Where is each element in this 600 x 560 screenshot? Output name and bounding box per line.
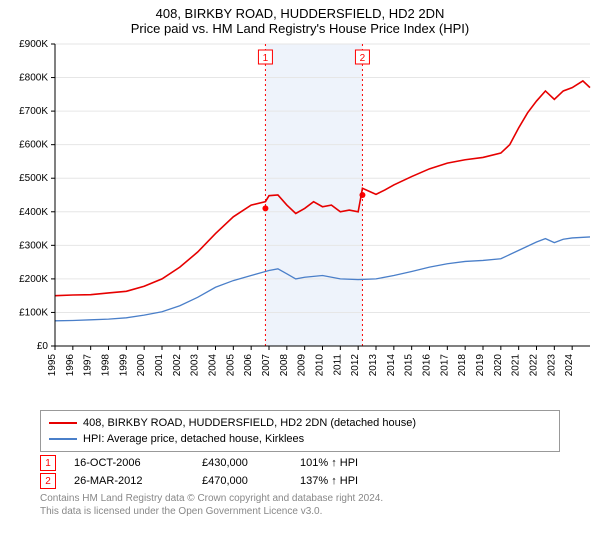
legend-label: 408, BIRKBY ROAD, HUDDERSFIELD, HD2 2DN … <box>83 417 416 429</box>
svg-text:2001: 2001 <box>154 354 165 377</box>
svg-text:2019: 2019 <box>475 354 486 377</box>
svg-text:1999: 1999 <box>118 354 129 377</box>
svg-text:£800K: £800K <box>19 73 48 84</box>
svg-text:2024: 2024 <box>564 354 575 377</box>
property-price-chart: 408, BIRKBY ROAD, HUDDERSFIELD, HD2 2DN … <box>0 0 600 560</box>
svg-text:£900K: £900K <box>19 39 48 50</box>
svg-text:1995: 1995 <box>47 354 58 377</box>
sale-hpi: 101% ↑ HPI <box>300 457 400 469</box>
svg-text:£400K: £400K <box>19 207 48 218</box>
legend: 408, BIRKBY ROAD, HUDDERSFIELD, HD2 2DN … <box>40 410 560 452</box>
sale-date: 26-MAR-2012 <box>74 475 184 487</box>
svg-text:1: 1 <box>263 53 269 64</box>
svg-text:2005: 2005 <box>225 354 236 377</box>
legend-label: HPI: Average price, detached house, Kirk… <box>83 433 304 445</box>
svg-text:2017: 2017 <box>439 354 450 377</box>
svg-text:2021: 2021 <box>511 354 522 377</box>
svg-text:2: 2 <box>360 53 366 64</box>
svg-text:2011: 2011 <box>332 354 343 376</box>
legend-swatch <box>49 422 77 424</box>
svg-text:£600K: £600K <box>19 140 48 151</box>
svg-text:£0: £0 <box>37 341 49 352</box>
legend-item: HPI: Average price, detached house, Kirk… <box>49 431 551 447</box>
svg-text:2014: 2014 <box>386 354 397 377</box>
sales-table: 1 16-OCT-2006 £430,000 101% ↑ HPI 2 26-MAR-20… <box>40 454 560 490</box>
svg-text:1998: 1998 <box>101 354 112 377</box>
svg-text:2003: 2003 <box>190 354 201 377</box>
svg-text:2012: 2012 <box>350 354 361 377</box>
svg-text:2009: 2009 <box>297 354 308 377</box>
legend-swatch <box>49 438 77 440</box>
svg-text:£300K: £300K <box>19 240 48 251</box>
legend-item: 408, BIRKBY ROAD, HUDDERSFIELD, HD2 2DN … <box>49 415 551 431</box>
svg-text:£700K: £700K <box>19 106 48 117</box>
svg-text:2004: 2004 <box>208 354 219 377</box>
svg-text:2008: 2008 <box>279 354 290 377</box>
svg-text:1996: 1996 <box>65 354 76 377</box>
svg-text:£100K: £100K <box>19 307 48 318</box>
footer-line-1: Contains HM Land Registry data © Crown c… <box>40 492 560 505</box>
svg-text:2020: 2020 <box>493 354 504 377</box>
footer-line-2: This data is licensed under the Open Gov… <box>40 505 560 518</box>
sale-row: 1 16-OCT-2006 £430,000 101% ↑ HPI <box>40 454 560 472</box>
chart-title-address: 408, BIRKBY ROAD, HUDDERSFIELD, HD2 2DN <box>0 6 600 21</box>
svg-text:2016: 2016 <box>422 354 433 377</box>
svg-text:2013: 2013 <box>368 354 379 377</box>
chart-titles: 408, BIRKBY ROAD, HUDDERSFIELD, HD2 2DN … <box>0 0 600 36</box>
svg-text:2022: 2022 <box>529 354 540 377</box>
svg-text:£500K: £500K <box>19 173 48 184</box>
sale-date: 16-OCT-2006 <box>74 457 184 469</box>
chart-plot: £0 £100K £200K £300K £400K £500K £600K £700K £80… <box>0 36 600 406</box>
svg-text:£200K: £200K <box>19 274 48 285</box>
svg-text:2010: 2010 <box>315 354 326 377</box>
sale-row: 2 26-MAR-2012 £470,000 137% ↑ HPI <box>40 472 560 490</box>
svg-text:2023: 2023 <box>546 354 557 377</box>
sale-price: £470,000 <box>202 475 282 487</box>
svg-text:2007: 2007 <box>261 354 272 377</box>
svg-text:2015: 2015 <box>404 354 415 377</box>
chart-footer: Contains HM Land Registry data © Crown c… <box>40 492 560 518</box>
svg-text:2000: 2000 <box>136 354 147 377</box>
sale-price: £430,000 <box>202 457 282 469</box>
svg-text:2006: 2006 <box>243 354 254 377</box>
sale-hpi: 137% ↑ HPI <box>300 475 400 487</box>
svg-text:1997: 1997 <box>83 354 94 377</box>
chart-title-sub: Price paid vs. HM Land Registry's House … <box>0 21 600 36</box>
sale-marker: 2 <box>40 473 56 489</box>
svg-text:2018: 2018 <box>457 354 468 377</box>
svg-text:2002: 2002 <box>172 354 183 377</box>
sale-marker: 1 <box>40 455 56 471</box>
